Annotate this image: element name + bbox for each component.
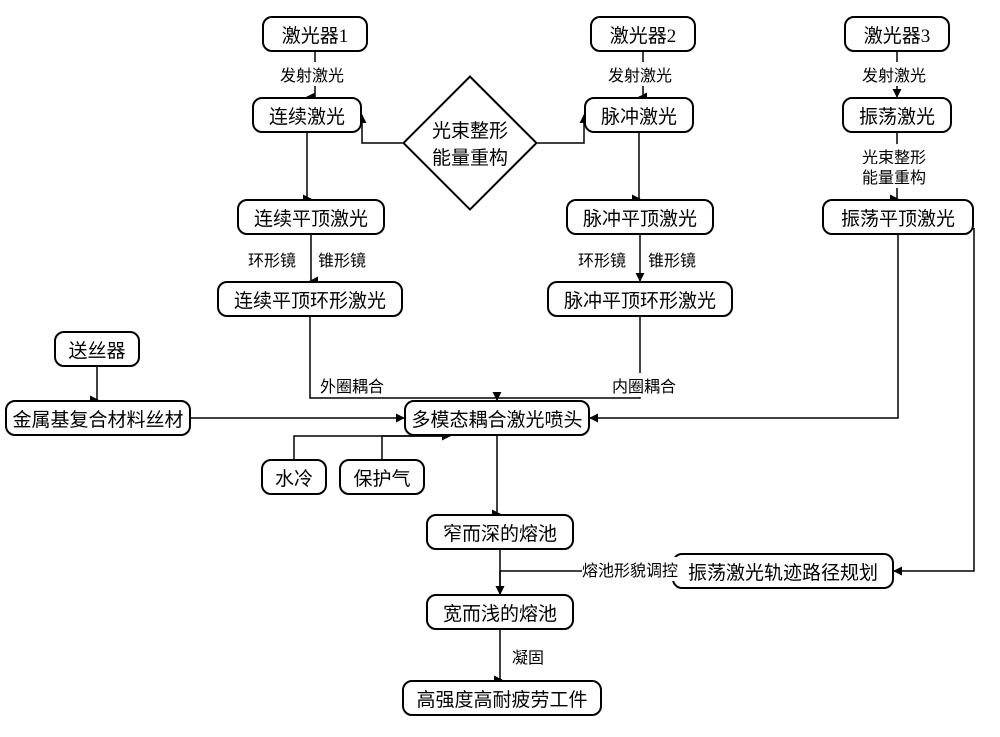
edge-6 [639, 133, 640, 199]
node-shallow_pool: 宽而浅的熔池 [426, 594, 574, 630]
diamond-label: 光束整形能量重构 [432, 116, 508, 170]
edge-label-lbl_emit2: 发射激光 [608, 62, 672, 86]
edge-label-lbl_solidify: 凝固 [512, 644, 544, 668]
edge-label-lbl_shape3b: 能量重构 [862, 164, 926, 188]
edge-21 [500, 630, 502, 680]
edge-label-lbl_emit1: 发射激光 [280, 62, 344, 86]
edge-8 [310, 235, 311, 281]
node-workpiece: 高强度高耐疲劳工件 [402, 680, 602, 716]
node-pulse_flattop: 脉冲平顶激光 [566, 199, 714, 235]
node-osc_laser: 振荡激光 [842, 97, 952, 133]
edge-label-lbl_pool_ctrl: 熔池形貌调控 [582, 557, 678, 581]
node-laser2: 激光器2 [590, 16, 696, 52]
flowchart-canvas: 激光器1 激光器2 激光器3 连续激光 脉冲激光 振荡激光连续平顶激光 脉冲平顶激光 振荡平顶… [0, 0, 1000, 737]
node-laser3: 激光器3 [844, 16, 950, 52]
edge-label-lbl_emit3: 发射激光 [862, 62, 926, 86]
edge-18 [497, 436, 500, 514]
node-cw_laser: 连续激光 [252, 97, 362, 133]
edge-label-lbl_cone_l1: 锥形镜 [318, 247, 366, 271]
node-pulse_laser: 脉冲激光 [584, 97, 694, 133]
node-wire_material: 金属基复合材料丝材 [5, 400, 191, 436]
edge-label-lbl_cone_l2: 锥形镜 [648, 247, 696, 271]
edge-16 [294, 436, 450, 459]
node-osc_path: 振荡激光轨迹路径规划 [672, 553, 894, 589]
node-wire_feeder: 送丝器 [54, 331, 140, 367]
node-nozzle: 多模态耦合激光喷头 [404, 400, 590, 436]
node-cw_ring: 连续平顶环形激光 [217, 281, 403, 317]
edge-4 [537, 115, 584, 143]
node-water_cool: 水冷 [261, 459, 327, 495]
edge-label-lbl_inner: 内圈耦合 [612, 373, 676, 397]
edge-10 [97, 367, 98, 400]
node-laser1: 激光器1 [262, 16, 368, 52]
edge-label-lbl_ring_l2: 环形镜 [578, 247, 626, 271]
edge-label-lbl_outer: 外圈耦合 [320, 373, 384, 397]
node-cw_flattop: 连续平顶激光 [237, 199, 385, 235]
node-deep_pool: 窄而深的熔池 [426, 514, 574, 550]
edge-3 [362, 115, 403, 143]
edge-15 [894, 228, 974, 571]
diamond-beam_shaping: 光束整形能量重构 [411, 104, 529, 182]
node-shield_gas: 保护气 [339, 459, 425, 495]
node-osc_flattop: 振荡平顶激光 [822, 199, 974, 235]
edge-label-lbl_ring_l1: 环形镜 [248, 247, 296, 271]
node-pulse_ring: 脉冲平顶环形激光 [547, 281, 733, 317]
edge-17 [382, 436, 450, 459]
edge-5 [307, 133, 311, 199]
